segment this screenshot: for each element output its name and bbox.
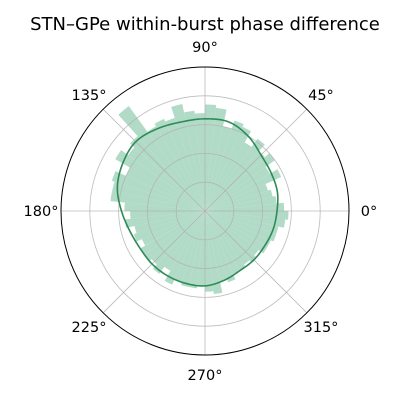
histogram-bar	[205, 211, 271, 247]
histogram-bar	[205, 126, 232, 211]
angular-gridline	[102, 108, 206, 212]
theta-tick-label: 270°	[188, 368, 223, 384]
histogram-bar	[140, 211, 205, 256]
theta-tick-label: 90°	[192, 40, 218, 56]
histogram-bar	[205, 166, 270, 211]
histogram-bar	[188, 211, 205, 289]
histogram-bar	[128, 147, 205, 211]
polar-grid	[61, 67, 349, 355]
histogram-bar	[205, 153, 275, 211]
histogram-bar	[205, 184, 268, 211]
histogram-bar	[171, 103, 205, 211]
histogram-bar	[205, 142, 252, 211]
theta-tick-labels: 0° 45° 90° 135° 180° 225° 270° 315°	[24, 40, 378, 384]
histogram-bars	[110, 103, 289, 295]
histogram-bar	[134, 211, 205, 234]
theta-tick-label: 315°	[304, 320, 339, 336]
histogram-bar	[205, 211, 246, 271]
histogram-bar	[124, 202, 205, 211]
chart-title: STN–GPe within-burst phase difference	[30, 14, 380, 35]
histogram-bar	[164, 211, 205, 271]
histogram-bar	[205, 211, 289, 220]
angular-gridline	[204, 108, 308, 212]
density-curve	[116, 118, 279, 287]
theta-tick-label: 180°	[24, 204, 59, 220]
histogram-bar	[147, 126, 205, 211]
histogram-bar	[205, 211, 286, 228]
histogram-bar	[205, 211, 240, 275]
histogram-bar	[205, 211, 228, 282]
density-curve-group	[116, 118, 279, 287]
angular-gridline	[102, 210, 206, 314]
histogram-bar	[154, 118, 205, 211]
histogram-bar	[205, 189, 273, 211]
histogram-bar	[205, 169, 282, 211]
histogram-bar	[197, 211, 205, 286]
histogram-bar	[205, 138, 265, 211]
histogram-bar	[110, 191, 205, 211]
histogram-bar	[133, 211, 205, 242]
histogram-bar	[174, 211, 205, 283]
polar-frame	[60, 66, 350, 356]
histogram-bar	[118, 106, 205, 211]
histogram-bar	[180, 211, 205, 288]
histogram-bar	[141, 211, 205, 246]
histogram-bar	[152, 211, 205, 274]
angular-gridline	[204, 210, 308, 314]
histogram-bar	[205, 211, 223, 295]
theta-tick-label: 135°	[72, 88, 107, 104]
histogram-bar	[144, 211, 205, 262]
histogram-bar	[184, 110, 205, 211]
histogram-bar	[205, 211, 268, 254]
histogram-bar	[165, 117, 205, 211]
histogram-bar	[124, 211, 205, 228]
theta-tick-label: 0°	[361, 204, 377, 220]
histogram-bar	[115, 150, 205, 211]
histogram-bar	[205, 211, 259, 256]
histogram-bar	[205, 196, 277, 211]
theta-tick-label: 45°	[308, 88, 334, 104]
histogram-bar	[205, 120, 244, 211]
histogram-bar	[112, 181, 205, 211]
histogram-bar	[205, 107, 227, 211]
histogram-bar	[205, 211, 214, 292]
histogram-bar	[205, 126, 252, 211]
histogram-bar	[164, 211, 205, 285]
histogram-bar	[205, 211, 236, 283]
histogram-bar	[205, 104, 217, 211]
histogram-bar	[130, 211, 205, 219]
histogram-bar	[205, 211, 250, 265]
histogram-bar	[205, 211, 277, 242]
histogram-bar	[194, 113, 205, 211]
histogram-bar	[205, 202, 285, 211]
histogram-bar	[111, 171, 205, 211]
histogram-bar	[126, 167, 205, 211]
theta-tick-label: 225°	[72, 320, 107, 336]
